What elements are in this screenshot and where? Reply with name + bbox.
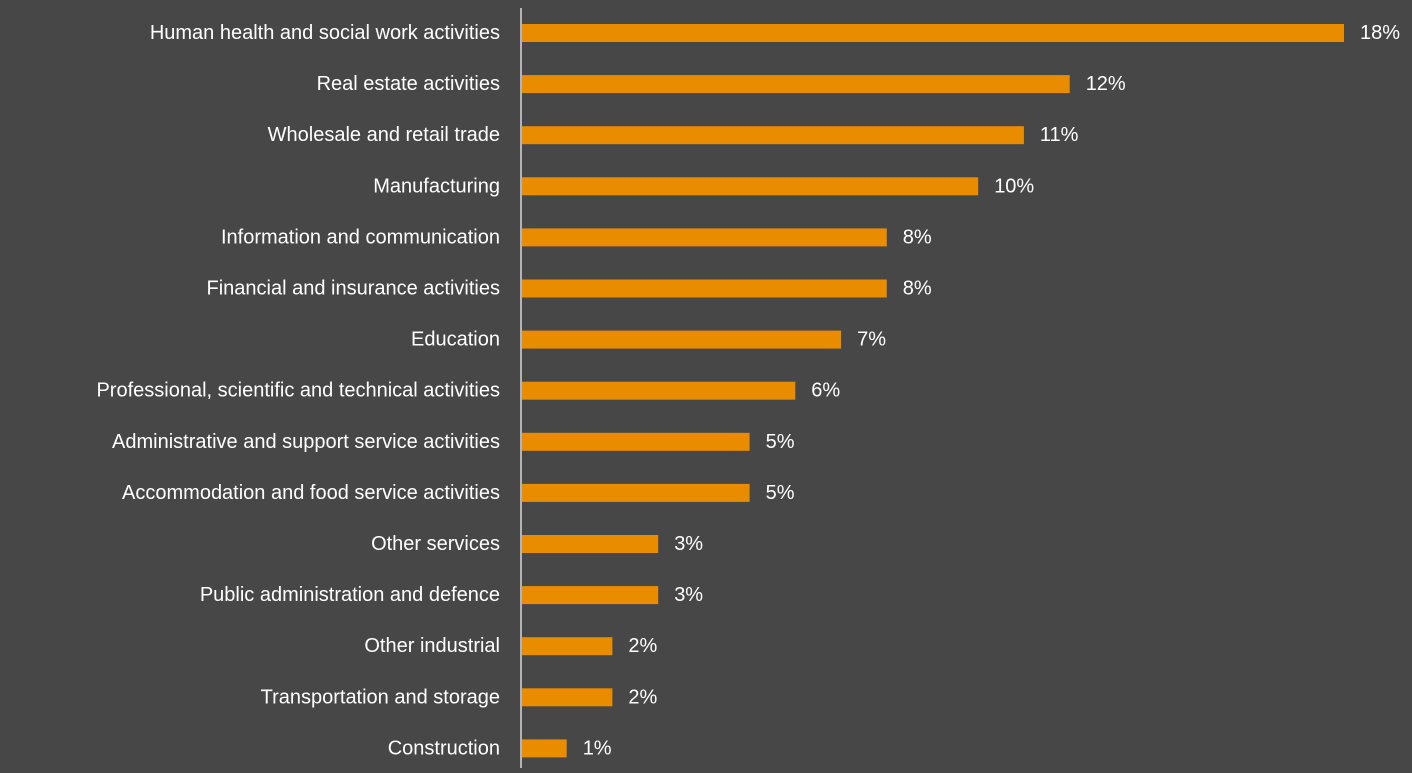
bar-10 [522, 483, 750, 502]
value-label-5: 8% [903, 226, 932, 248]
bar-11 [522, 535, 659, 553]
category-label-7: Education [411, 329, 500, 351]
bar-9 [522, 432, 750, 451]
category-label-11: Other services [371, 533, 500, 555]
value-label-7: 7% [857, 329, 886, 351]
category-label-2: Real estate activities [317, 73, 500, 95]
value-label-9: 5% [766, 431, 795, 453]
category-label-15: Construction [388, 737, 500, 759]
category-label-14: Transportation and storage [261, 686, 500, 708]
value-label-10: 5% [766, 482, 795, 504]
category-label-12: Public administration and defence [200, 584, 500, 606]
category-label-10: Accommodation and food service activitie… [122, 482, 500, 504]
bar-4 [522, 177, 979, 196]
value-label-2: 12% [1086, 73, 1126, 95]
category-label-1: Human health and social work activities [150, 22, 500, 44]
value-label-4: 10% [994, 175, 1034, 197]
value-label-14: 2% [628, 686, 657, 708]
bar-2 [522, 75, 1070, 94]
category-label-13: Other industrial [364, 635, 500, 657]
value-label-13: 2% [628, 635, 657, 657]
value-label-11: 3% [674, 533, 703, 555]
bar-12 [522, 586, 659, 605]
value-label-15: 1% [583, 737, 612, 759]
category-label-4: Manufacturing [373, 175, 500, 197]
value-label-3: 11% [1040, 124, 1079, 146]
category-label-8: Professional, scientific and technical a… [96, 380, 500, 402]
value-label-12: 3% [674, 584, 703, 606]
bar-6 [522, 279, 887, 298]
bar-7 [522, 330, 842, 349]
bar-5 [522, 228, 887, 247]
bar-13 [522, 637, 613, 656]
category-labels-layer: Human health and social work activities R… [96, 22, 500, 759]
value-label-8: 6% [811, 380, 840, 402]
bar-15 [522, 739, 567, 758]
value-label-6: 8% [903, 278, 932, 300]
bar-1 [522, 24, 1344, 42]
bar-8 [522, 381, 796, 400]
value-label-1: 18% [1360, 22, 1400, 44]
category-label-3: Wholesale and retail trade [268, 124, 500, 146]
bar-14 [522, 688, 613, 707]
bar-3 [522, 126, 1024, 145]
bars-layer [522, 24, 1344, 758]
value-labels-layer: 18% 12% 11% 10% 8% 8% 7% 6% 5% 5% 3% 3% 2% 2% 1% [583, 22, 1401, 759]
category-label-9: Administrative and support service activ… [112, 431, 500, 453]
category-label-6: Financial and insurance activities [207, 278, 501, 300]
category-label-5: Information and communication [221, 226, 500, 248]
